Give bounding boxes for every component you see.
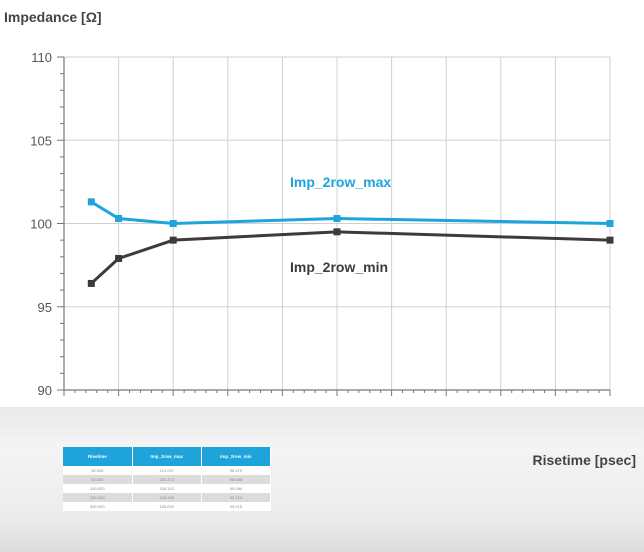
series-line — [90, 230, 611, 285]
series-point — [606, 236, 614, 244]
series-point — [169, 236, 177, 244]
table-cell: 99.084 — [201, 484, 272, 493]
table-cell: 99.713 — [201, 493, 272, 502]
table-row: 50.000 100.214 98.088 — [63, 475, 272, 484]
table-header-risetime: Risetime — [63, 447, 133, 466]
series-point — [115, 215, 123, 223]
table-cell: 30.000 — [63, 466, 133, 475]
series-point — [606, 220, 614, 227]
table-header-min: Imp_2row_min — [201, 447, 272, 466]
x-axis-title: Risetime [psec] — [532, 452, 636, 468]
y-axis-title: Impedance [Ω] — [4, 9, 102, 25]
data-table-container: Risetime Imp_2row_max Imp_2row_min 30.00… — [63, 447, 272, 511]
table-cell: 250.000 — [63, 493, 133, 502]
y-tick-label: 95 — [38, 300, 52, 315]
table-cell: 100.142 — [132, 484, 202, 493]
series-layer — [87, 198, 614, 287]
table-cell: 101.247 — [132, 466, 202, 475]
table-cell: 50.000 — [63, 475, 133, 484]
table-row: 250.000 100.196 99.713 — [63, 493, 272, 502]
table-row: 100.000 100.142 99.084 — [63, 484, 272, 493]
table-cell: 100.196 — [132, 493, 202, 502]
table-cell: 98.088 — [201, 475, 272, 484]
series-point — [169, 220, 177, 227]
y-tick-label: 90 — [38, 383, 52, 398]
series-point — [87, 198, 95, 206]
table-cell: 100.000 — [63, 484, 133, 493]
series-label: Imp_2row_max — [290, 174, 391, 190]
table-cell: 100.000 — [132, 502, 202, 511]
table-header-max: Imp_2row_max — [132, 447, 202, 466]
series-point — [87, 279, 95, 287]
table-cell: 100.214 — [132, 475, 202, 484]
table-row: 500.000 100.000 99.015 — [63, 502, 272, 511]
y-tick-label: 100 — [30, 217, 52, 232]
table-header-row: Risetime Imp_2row_max Imp_2row_min — [63, 447, 272, 466]
series-label: Imp_2row_min — [290, 259, 388, 275]
series-point — [333, 228, 341, 236]
table-row: 30.000 101.247 96.479 — [63, 466, 272, 475]
series-point — [115, 254, 123, 262]
data-table: Risetime Imp_2row_max Imp_2row_min 30.00… — [63, 447, 272, 511]
table-cell: 500.000 — [63, 502, 133, 511]
y-tick-label: 105 — [30, 133, 52, 148]
y-tick-label: 110 — [31, 50, 52, 65]
series-labels: Imp_2row_max Imp_2row_min — [290, 174, 391, 275]
series-line — [90, 200, 611, 226]
series-point — [333, 215, 341, 223]
table-cell: 99.015 — [201, 502, 272, 511]
table-cell: 96.479 — [201, 466, 272, 475]
axes — [57, 56, 611, 396]
